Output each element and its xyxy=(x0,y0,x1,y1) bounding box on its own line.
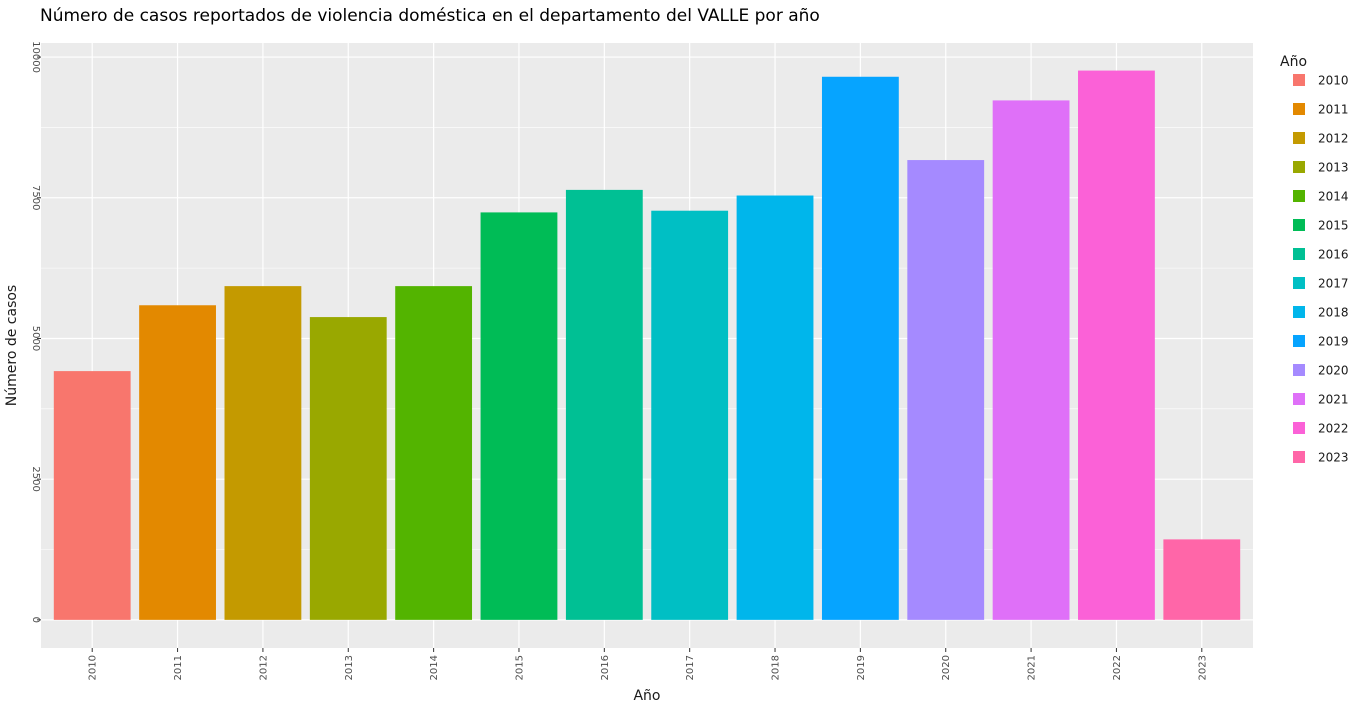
bar-2019 xyxy=(821,76,899,620)
legend-swatch-2022 xyxy=(1293,422,1305,434)
x-tick-label: 2016 xyxy=(600,655,611,680)
legend-swatch-2011 xyxy=(1293,103,1305,115)
legend: Año 2010 2011 2012 2013 2014 2015 2016 2017 2018 2… xyxy=(1280,54,1349,465)
legend-label-2011: 2011 xyxy=(1318,103,1349,117)
legend-label-2020: 2020 xyxy=(1318,364,1349,378)
x-tick-label: 2012 xyxy=(258,655,269,680)
x-tick-label: 2021 xyxy=(1027,655,1038,680)
legend-swatch-2012 xyxy=(1293,132,1305,144)
x-tick-label: 2018 xyxy=(771,655,782,680)
y-tick-label: 0 xyxy=(30,617,41,623)
bar-2012 xyxy=(224,286,302,620)
bar-2016 xyxy=(565,189,643,620)
legend-label-2015: 2015 xyxy=(1318,219,1349,233)
chart-title: Número de casos reportados de violencia … xyxy=(40,6,820,26)
legend-swatch-2020 xyxy=(1293,364,1305,376)
plot-panel xyxy=(41,43,1253,648)
legend-label-2018: 2018 xyxy=(1318,306,1349,320)
y-tick-label: 2500 xyxy=(30,466,41,491)
legend-label-2019: 2019 xyxy=(1318,335,1349,349)
bar-2014 xyxy=(395,286,473,620)
legend-label-2017: 2017 xyxy=(1318,277,1349,291)
legend-swatch-2017 xyxy=(1293,277,1305,289)
y-tick-label: 10000 xyxy=(30,41,41,73)
legend-label-2021: 2021 xyxy=(1318,393,1349,407)
bar-2017 xyxy=(651,210,729,620)
legend-swatch-2010 xyxy=(1293,74,1305,86)
legend-label-2022: 2022 xyxy=(1318,422,1349,436)
legend-swatch-2013 xyxy=(1293,161,1305,173)
bar-2020 xyxy=(907,160,985,620)
bar-2018 xyxy=(736,195,814,620)
bar-2013 xyxy=(309,317,387,620)
x-tick-label: 2022 xyxy=(1112,655,1123,680)
y-tick-label: 5000 xyxy=(30,326,41,351)
x-tick-label: 2013 xyxy=(344,655,355,680)
legend-label-2012: 2012 xyxy=(1318,132,1349,146)
legend-swatch-2014 xyxy=(1293,190,1305,202)
legend-swatch-2016 xyxy=(1293,248,1305,260)
legend-label-2010: 2010 xyxy=(1318,74,1349,88)
legend-swatch-2019 xyxy=(1293,335,1305,347)
bar-2021 xyxy=(992,100,1070,620)
bar-2015 xyxy=(480,212,558,620)
legend-swatch-2023 xyxy=(1293,451,1305,463)
y-tick-label: 7500 xyxy=(30,185,41,210)
x-tick-label: 2023 xyxy=(1197,655,1208,680)
bar-2011 xyxy=(139,305,216,620)
x-tick-label: 2017 xyxy=(685,655,696,680)
legend-label-2023: 2023 xyxy=(1318,451,1349,465)
legend-label-2014: 2014 xyxy=(1318,190,1349,204)
bar-2023 xyxy=(1163,539,1241,620)
legend-swatch-2018 xyxy=(1293,306,1305,318)
y-axis-title: Número de casos xyxy=(4,285,20,406)
x-tick-label: 2015 xyxy=(514,655,525,680)
legend-swatch-2021 xyxy=(1293,393,1305,405)
x-tick-label: 2014 xyxy=(429,655,440,680)
legend-label-2013: 2013 xyxy=(1318,161,1349,175)
x-axis-title: Año xyxy=(633,688,660,704)
x-tick-label: 2019 xyxy=(856,655,867,680)
bar-2022 xyxy=(1078,70,1155,620)
legend-swatch-2015 xyxy=(1293,219,1305,231)
x-tick-label: 2010 xyxy=(88,655,99,680)
x-tick-label: 2020 xyxy=(941,655,952,680)
legend-label-2016: 2016 xyxy=(1318,248,1349,262)
legend-title: Año xyxy=(1280,54,1307,70)
x-tick-label: 2011 xyxy=(173,655,184,680)
bar-2010 xyxy=(53,371,131,620)
